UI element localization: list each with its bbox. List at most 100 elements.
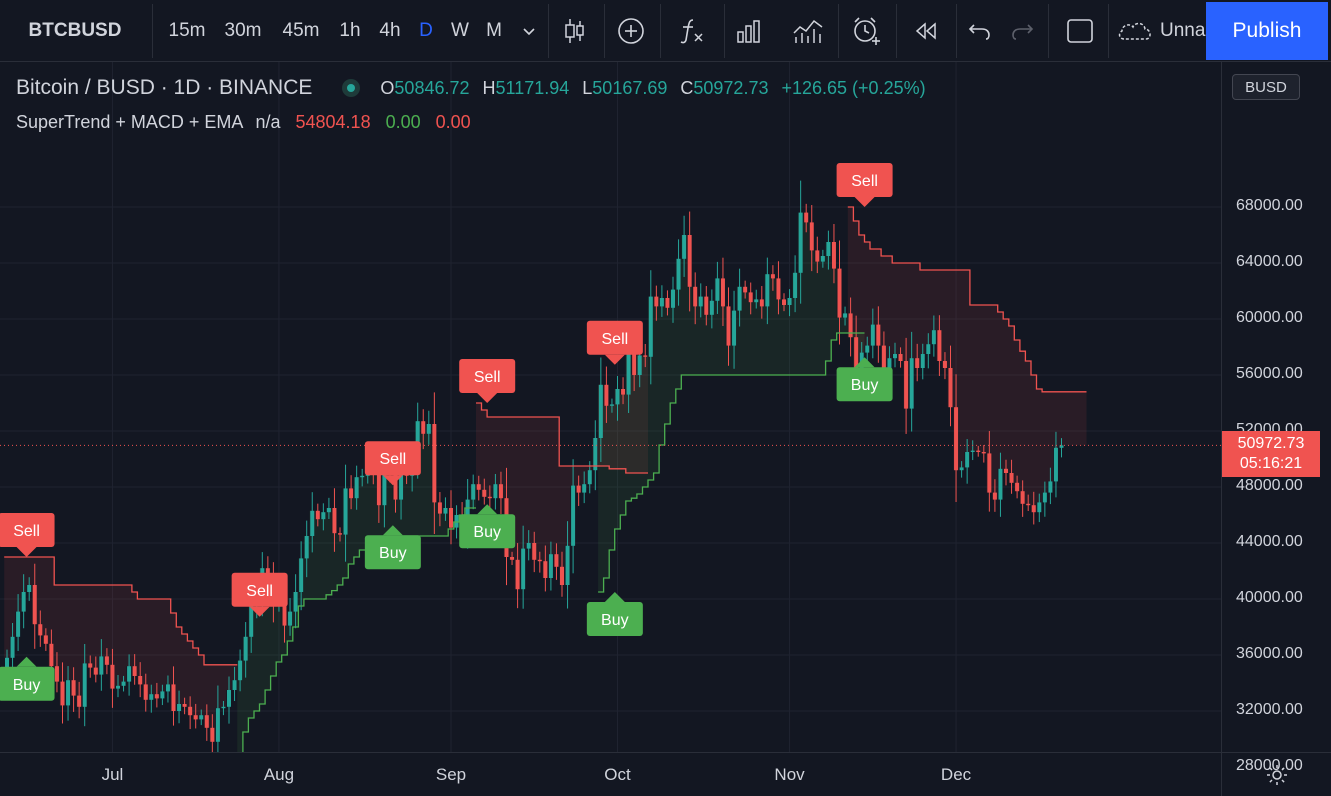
timeframe-m[interactable]: M bbox=[486, 20, 502, 41]
timeframe-15m[interactable]: 15m bbox=[168, 20, 206, 41]
candles-icon[interactable] bbox=[552, 0, 598, 62]
indicator-value-3: 0.00 bbox=[435, 112, 471, 132]
buy-arrow bbox=[854, 357, 875, 368]
price-tick-label: 68000.00 bbox=[1236, 197, 1303, 214]
price-chart[interactable]: SellBuyBuySellBuySellBuySellBuySellBuySe… bbox=[0, 62, 1221, 752]
sell-signal-label: Sell bbox=[586, 320, 643, 365]
candle bbox=[243, 622, 248, 678]
candle bbox=[1042, 481, 1047, 517]
layout-name-button[interactable]: Unna bbox=[1116, 0, 1206, 62]
compare-plus-icon[interactable] bbox=[608, 0, 654, 62]
candle-body bbox=[332, 508, 337, 534]
candle bbox=[1048, 467, 1053, 505]
candle-body bbox=[399, 467, 404, 500]
toolbar-divider bbox=[660, 4, 661, 58]
candle bbox=[998, 452, 1003, 517]
timeframe-dropdown-chevron-icon[interactable] bbox=[514, 0, 544, 62]
signal-text: Sell bbox=[474, 369, 501, 386]
indicators-fx-icon[interactable] bbox=[664, 0, 720, 62]
candle bbox=[615, 376, 620, 421]
candle-body bbox=[954, 407, 959, 471]
candle-body bbox=[227, 690, 231, 707]
candle-body bbox=[43, 635, 48, 644]
candle-body bbox=[515, 559, 520, 590]
candle-body bbox=[293, 592, 298, 612]
indicator-name[interactable]: SuperTrend + MACD + EMA bbox=[16, 112, 243, 132]
candle-body bbox=[10, 636, 15, 658]
candle bbox=[315, 503, 320, 527]
indicator-na: n/a bbox=[255, 112, 281, 132]
chart-pane[interactable]: SellBuyBuySellBuySellBuySellBuySellBuySe… bbox=[0, 62, 1221, 752]
candle bbox=[754, 289, 759, 309]
chart-settings-gear-icon[interactable] bbox=[1221, 752, 1331, 796]
candle bbox=[648, 270, 653, 385]
candle bbox=[526, 530, 531, 561]
candle bbox=[898, 347, 903, 368]
candle bbox=[992, 479, 997, 512]
redo-icon[interactable] bbox=[1002, 0, 1042, 62]
candle bbox=[426, 410, 431, 445]
candle bbox=[987, 431, 992, 512]
timeframe-w[interactable]: W bbox=[451, 20, 469, 41]
undo-icon[interactable] bbox=[960, 0, 1000, 62]
currency-badge[interactable]: BUSD bbox=[1232, 74, 1300, 100]
candle bbox=[909, 331, 914, 432]
signal-text: Sell bbox=[380, 451, 407, 468]
alert-chart-icon[interactable] bbox=[784, 0, 832, 62]
price-tick-label: 40000.00 bbox=[1236, 589, 1303, 606]
timeframe-4h[interactable]: 4h bbox=[379, 20, 401, 41]
toolbar-divider bbox=[152, 4, 153, 58]
sell-arrow bbox=[604, 354, 625, 365]
timeframe-30m[interactable]: 30m bbox=[224, 20, 262, 41]
candle bbox=[215, 685, 220, 752]
candle bbox=[870, 308, 875, 359]
candle-body bbox=[177, 704, 182, 711]
supertrend-down-fill bbox=[476, 354, 648, 590]
price-axis[interactable]: BUSD 68000.00 64000.00 60000.00 56000.00 520… bbox=[1221, 62, 1331, 774]
market-status-icon[interactable] bbox=[342, 79, 361, 97]
signal-text: Sell bbox=[13, 523, 40, 540]
candle-body bbox=[326, 508, 331, 513]
candle-body bbox=[82, 663, 87, 707]
candle bbox=[893, 342, 897, 368]
replay-rewind-icon[interactable] bbox=[900, 0, 952, 62]
candle-body bbox=[548, 554, 553, 578]
candle-body bbox=[1048, 481, 1053, 493]
candle-body bbox=[299, 558, 304, 592]
change-value: +126.65 (+0.25%) bbox=[781, 77, 926, 98]
candle bbox=[326, 497, 331, 519]
candle-body bbox=[798, 212, 803, 273]
timeframe-45m[interactable]: 45m bbox=[282, 20, 320, 41]
fullscreen-square-icon[interactable] bbox=[1056, 0, 1104, 62]
candle-body bbox=[1020, 491, 1025, 504]
candle bbox=[726, 287, 731, 366]
candle-body bbox=[188, 706, 193, 716]
candle-body bbox=[338, 533, 342, 535]
candle bbox=[321, 503, 326, 531]
candle bbox=[487, 485, 492, 509]
candle-body bbox=[715, 278, 720, 301]
candle-body bbox=[288, 611, 293, 626]
candle-body bbox=[421, 421, 426, 434]
candle bbox=[221, 700, 226, 716]
time-axis[interactable]: Jul Aug Sep Oct Nov Dec bbox=[0, 752, 1221, 796]
alarm-clock-icon[interactable] bbox=[842, 0, 892, 62]
candle bbox=[748, 282, 753, 315]
symbol-search-button[interactable]: BTCBUSD bbox=[28, 20, 122, 41]
candle-body bbox=[149, 694, 154, 700]
templates-bar-icon[interactable] bbox=[728, 0, 770, 62]
sell-arrow bbox=[477, 393, 498, 403]
candle-body bbox=[537, 559, 542, 562]
price-tick-label: 56000.00 bbox=[1236, 365, 1303, 382]
candle-body bbox=[848, 313, 853, 338]
publish-button[interactable]: Publish bbox=[1206, 2, 1328, 60]
candle-body bbox=[659, 298, 664, 307]
symbol-title[interactable]: Bitcoin / BUSD · 1D · BINANCE bbox=[16, 76, 313, 99]
candle-body bbox=[182, 704, 187, 707]
candle bbox=[554, 543, 559, 580]
candle bbox=[676, 239, 681, 306]
timeframe-1h[interactable]: 1h bbox=[339, 20, 361, 41]
timeframe-d[interactable]: D bbox=[419, 20, 433, 41]
sell-signal-label: Sell bbox=[836, 163, 893, 207]
candle bbox=[682, 215, 687, 277]
